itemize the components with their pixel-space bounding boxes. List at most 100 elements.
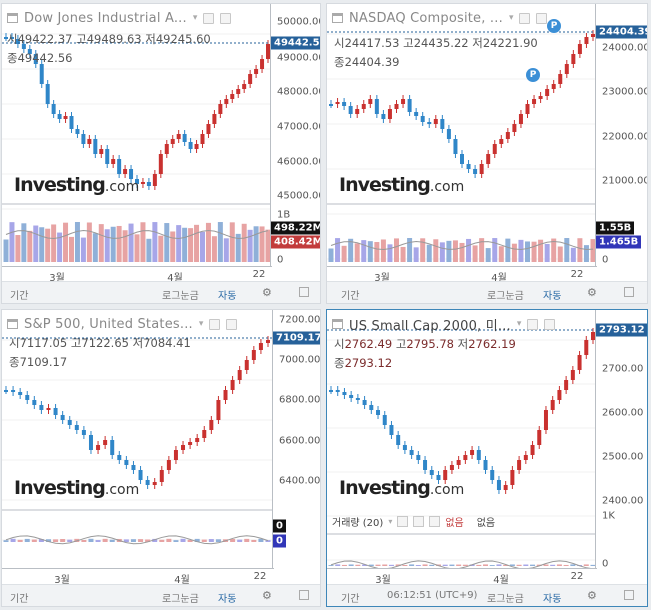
candle-body xyxy=(200,134,205,144)
candle-body xyxy=(402,445,407,450)
chevron-down-icon[interactable]: ▾ xyxy=(198,319,204,329)
gear-icon[interactable]: ⚙ xyxy=(587,589,597,602)
candle-body xyxy=(416,455,421,460)
log-scale-button[interactable]: 로그눈금 xyxy=(162,594,199,605)
gear-icon[interactable]: ⚙ xyxy=(587,286,597,299)
volume-bar xyxy=(551,238,557,262)
volume-bar xyxy=(496,564,502,566)
symbol-name[interactable]: Dow Jones Industrial A... xyxy=(24,10,187,26)
candle-body xyxy=(348,106,353,114)
menu-icon[interactable] xyxy=(332,319,343,329)
close-icon[interactable] xyxy=(429,516,441,527)
time-axis[interactable]: 3월 4월 22 xyxy=(2,266,272,284)
log-scale-button[interactable]: 로그눈금 xyxy=(162,291,199,302)
fullscreen-icon[interactable] xyxy=(624,590,634,600)
chart-panel-nasdaq[interactable]: NASDAQ Composite, ... ▾ 시24417.53 고24435… xyxy=(326,3,648,304)
chart-panel-dow[interactable]: Dow Jones Industrial A... ▾ 시49422.37 고4… xyxy=(1,3,321,304)
chevron-down-icon[interactable]: ▾ xyxy=(508,13,514,23)
candle-body xyxy=(4,390,8,392)
candlestick-plot[interactable] xyxy=(327,4,597,266)
auto-scale-button[interactable]: 자동 xyxy=(218,594,237,605)
volume-legend[interactable]: 거래량 (20) ▾ 없음 없음 xyxy=(332,514,495,529)
volume-bar xyxy=(442,564,448,566)
time-axis[interactable]: 3월 4월 22 xyxy=(2,568,274,586)
candle-body xyxy=(401,99,406,104)
fullscreen-icon[interactable] xyxy=(624,287,634,297)
auto-scale-button[interactable]: 자동 xyxy=(543,291,562,302)
panel-title[interactable]: NASDAQ Composite, ... ▾ xyxy=(332,8,548,28)
volume-legend-label[interactable]: 거래량 (20) xyxy=(332,518,384,529)
period-button[interactable]: 기간 xyxy=(341,594,360,605)
price-axis[interactable]: 7200.00 7000.00 6800.00 6600.00 6400.00 … xyxy=(272,310,320,568)
candle-body xyxy=(18,392,23,395)
candlestick-plot[interactable] xyxy=(327,310,597,570)
price-axis[interactable]: 50000.00 49000.00 48000.00 47000.00 4600… xyxy=(270,4,320,266)
chevron-down-icon[interactable]: ▾ xyxy=(192,13,198,23)
candle-body xyxy=(242,84,247,89)
log-scale-button[interactable]: 로그눈금 xyxy=(487,594,524,605)
auto-scale-button[interactable]: 자동 xyxy=(218,291,237,302)
volume-ma-line xyxy=(330,560,594,570)
time-axis[interactable]: 3월 4월 22 xyxy=(327,568,597,586)
auto-scale-button[interactable]: 자동 xyxy=(543,594,562,605)
period-button[interactable]: 기간 xyxy=(341,291,360,302)
price-axis[interactable]: 24000.00 23000.00 22000.00 21000.00 2440… xyxy=(595,4,647,266)
symbol-name[interactable]: S&P 500, United States... xyxy=(24,316,193,332)
time-axis[interactable]: 3월 4월 22 xyxy=(327,266,597,284)
volume-bar xyxy=(536,564,542,566)
close-icon[interactable] xyxy=(226,318,238,330)
close-icon[interactable] xyxy=(536,12,548,24)
volume-bar xyxy=(439,242,445,262)
candle-body xyxy=(145,480,150,485)
gear-icon[interactable]: ⚙ xyxy=(262,589,272,602)
chevron-down-icon[interactable]: ▾ xyxy=(516,319,522,329)
settings-icon[interactable] xyxy=(413,516,425,527)
volume-value: 없음 xyxy=(445,518,464,529)
close-icon[interactable] xyxy=(220,12,232,24)
volume-bar xyxy=(152,222,158,262)
panel-title[interactable]: S&P 500, United States... ▾ xyxy=(7,314,238,334)
symbol-name[interactable]: US Small Cap 2000, 미... xyxy=(349,318,511,334)
eye-icon[interactable] xyxy=(397,516,409,527)
volume-scale-label: 1K xyxy=(602,510,615,522)
volume-scale-label: 1B xyxy=(277,209,291,221)
volume-bar xyxy=(88,538,94,542)
candle-body xyxy=(329,104,333,106)
close-value: 7109.17 xyxy=(19,355,68,369)
gear-icon[interactable]: ⚙ xyxy=(262,286,272,299)
chart-panel-sp500[interactable]: S&P 500, United States... ▾ 시7117.05 고71… xyxy=(1,309,321,607)
close-icon[interactable] xyxy=(544,318,556,330)
settings-icon[interactable] xyxy=(209,318,221,330)
settings-icon[interactable] xyxy=(519,12,531,24)
candle-body xyxy=(39,405,44,410)
menu-icon[interactable] xyxy=(7,13,18,23)
candlestick-plot[interactable] xyxy=(2,4,272,266)
candle-body xyxy=(376,410,381,415)
event-marker[interactable]: P xyxy=(526,68,540,82)
volume-bar xyxy=(17,539,23,542)
candle-body xyxy=(564,380,569,390)
volume-bar xyxy=(362,564,368,566)
fullscreen-icon[interactable] xyxy=(299,590,309,600)
symbol-name[interactable]: NASDAQ Composite, ... xyxy=(349,10,503,26)
settings-icon[interactable] xyxy=(203,12,215,24)
candlestick-plot[interactable] xyxy=(2,310,272,568)
event-marker[interactable]: P xyxy=(547,19,561,33)
settings-icon[interactable] xyxy=(527,318,539,330)
fullscreen-icon[interactable] xyxy=(299,287,309,297)
menu-icon[interactable] xyxy=(332,13,343,23)
candle-body xyxy=(99,149,104,154)
panel-title[interactable]: US Small Cap 2000, 미... ▾ xyxy=(332,314,556,334)
volume-bar xyxy=(563,564,569,566)
volume-bar xyxy=(3,540,9,542)
x-tick: 22 xyxy=(570,269,584,280)
log-scale-button[interactable]: 로그눈금 xyxy=(487,291,524,302)
period-button[interactable]: 기간 xyxy=(10,594,29,605)
panel-title[interactable]: Dow Jones Industrial A... ▾ xyxy=(7,8,232,28)
candle-body xyxy=(60,415,65,420)
chevron-down-icon[interactable]: ▾ xyxy=(388,517,393,526)
menu-icon[interactable] xyxy=(7,319,18,329)
chart-panel-smallcap[interactable]: US Small Cap 2000, 미... ▾ 시2762.49 고2795… xyxy=(326,309,648,607)
price-axis[interactable]: 2700.00 2600.00 2500.00 2400.00 2793.12 … xyxy=(595,310,647,570)
period-button[interactable]: 기간 xyxy=(10,291,29,302)
